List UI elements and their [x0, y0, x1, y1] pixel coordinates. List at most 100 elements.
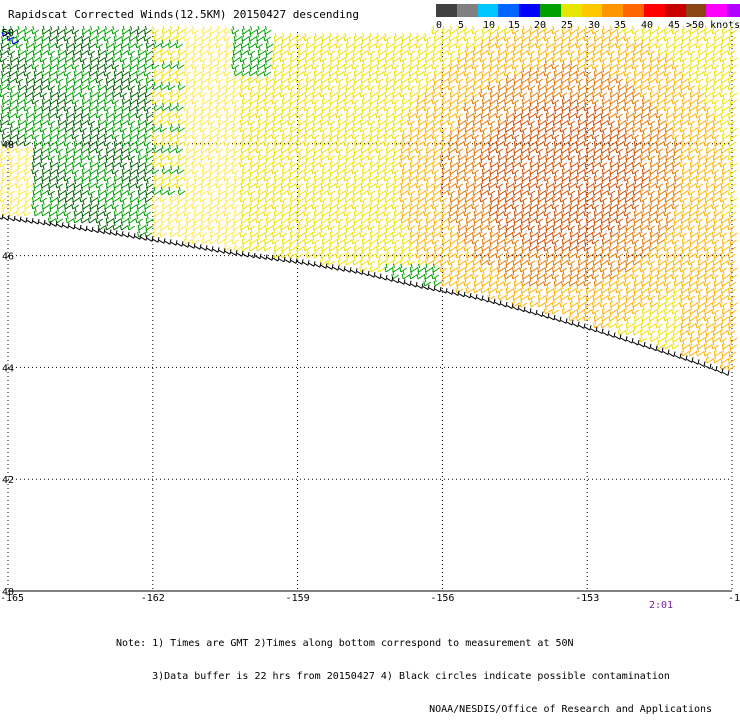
graticule: [7, 32, 733, 592]
wind-barb: [265, 81, 273, 91]
wind-barb: [104, 158, 113, 168]
wind-barb: [721, 207, 729, 217]
wind-barb: [55, 179, 64, 189]
wind-barb: [377, 221, 386, 231]
wind-barb: [119, 116, 128, 126]
wind-barb: [609, 263, 618, 273]
wind-barb: [23, 32, 32, 42]
wind-barb: [561, 67, 569, 77]
wind-barb: [191, 158, 200, 168]
wind-barb: [559, 256, 568, 266]
edge-barb: [218, 248, 226, 254]
wind-barb: [567, 116, 576, 126]
wind-barb: [705, 319, 714, 329]
wind-barb: [345, 46, 353, 56]
wind-barb: [487, 74, 496, 84]
wind-barb: [679, 81, 688, 91]
wind-barb: [680, 144, 689, 154]
wind-barb: [503, 207, 512, 217]
wind-barb: [239, 221, 248, 231]
wind-barb: [183, 95, 192, 105]
wind-barb: [257, 228, 265, 238]
wind-barb: [631, 88, 640, 98]
wind-barb: [503, 67, 512, 77]
wind-barb: [567, 151, 576, 161]
wind-barb: [447, 256, 456, 266]
wind-barb: [255, 32, 264, 42]
wind-barb: [551, 130, 560, 140]
wind-barb: [663, 25, 672, 35]
wind-barb: [73, 67, 82, 77]
wind-barb: [73, 109, 81, 119]
wind-barb: [207, 39, 216, 49]
wind-barb: [135, 172, 144, 182]
wind-barb: [441, 235, 450, 245]
wind-barb: [536, 235, 545, 245]
wind-barb: [527, 116, 536, 126]
wind-barb: [167, 186, 176, 196]
wind-barb: [15, 137, 24, 147]
wind-barb: [449, 25, 457, 35]
wind-barb: [351, 228, 360, 238]
wind-barb: [457, 123, 465, 133]
wind-barb: [360, 214, 369, 224]
wind-barb: [505, 291, 513, 301]
wind-barb: [136, 165, 145, 175]
wind-barb: [591, 298, 600, 308]
wind-barb: [129, 88, 138, 98]
wind-barb: [561, 95, 570, 105]
wind-barb: [688, 67, 697, 77]
wind-barb: [384, 228, 393, 238]
wind-barb: [359, 221, 368, 231]
wind-barb: [225, 186, 233, 196]
wind-barb: [537, 151, 546, 161]
wind-barb: [705, 39, 714, 49]
wind-barb: [511, 263, 520, 273]
wind-barb: [153, 179, 161, 189]
wind-barb: [144, 158, 153, 168]
wind-barb: [601, 137, 609, 147]
wind-barb: [593, 242, 602, 252]
wind-barb: [713, 74, 721, 84]
wind-barb: [241, 32, 249, 42]
wind-barb: [639, 256, 648, 266]
wind-barb: [633, 144, 641, 154]
wind-barb: [679, 186, 688, 196]
wind-barb: [455, 242, 464, 252]
wind-barb: [401, 242, 409, 252]
wind-barb: [433, 179, 441, 189]
wind-barb: [703, 137, 712, 147]
wind-barb: [679, 53, 688, 63]
wind-barb: [16, 165, 25, 175]
wind-barb: [361, 242, 369, 252]
wind-barb: [721, 242, 729, 252]
wind-barb: [457, 81, 466, 91]
wind-barb: [215, 207, 224, 217]
wind-barb: [521, 67, 529, 77]
wind-barb: [544, 263, 553, 273]
wind-barb: [425, 81, 433, 91]
wind-barb: [481, 95, 490, 105]
wind-barb: [697, 186, 706, 196]
wind-barb: [439, 193, 448, 203]
wind-barb: [624, 88, 633, 98]
wind-barb: [320, 74, 329, 84]
wind-barb: [24, 158, 33, 168]
wind-barb: [127, 186, 136, 196]
wind-barb: [408, 242, 417, 252]
wind-barb: [103, 102, 112, 112]
wind-barb: [655, 67, 664, 77]
wind-barb: [471, 130, 480, 140]
wind-barb: [183, 172, 192, 182]
wind-barb: [575, 242, 584, 252]
wind-barb: [520, 39, 529, 49]
wind-barb: [209, 95, 217, 105]
wind-barb: [248, 102, 257, 112]
wind-barb: [609, 305, 617, 315]
wind-barb: [616, 130, 625, 140]
wind-barb: [471, 270, 480, 280]
wind-barb: [649, 298, 658, 308]
wind-barb: [431, 228, 440, 238]
wind-barb: [561, 25, 570, 35]
wind-barb: [79, 88, 88, 98]
